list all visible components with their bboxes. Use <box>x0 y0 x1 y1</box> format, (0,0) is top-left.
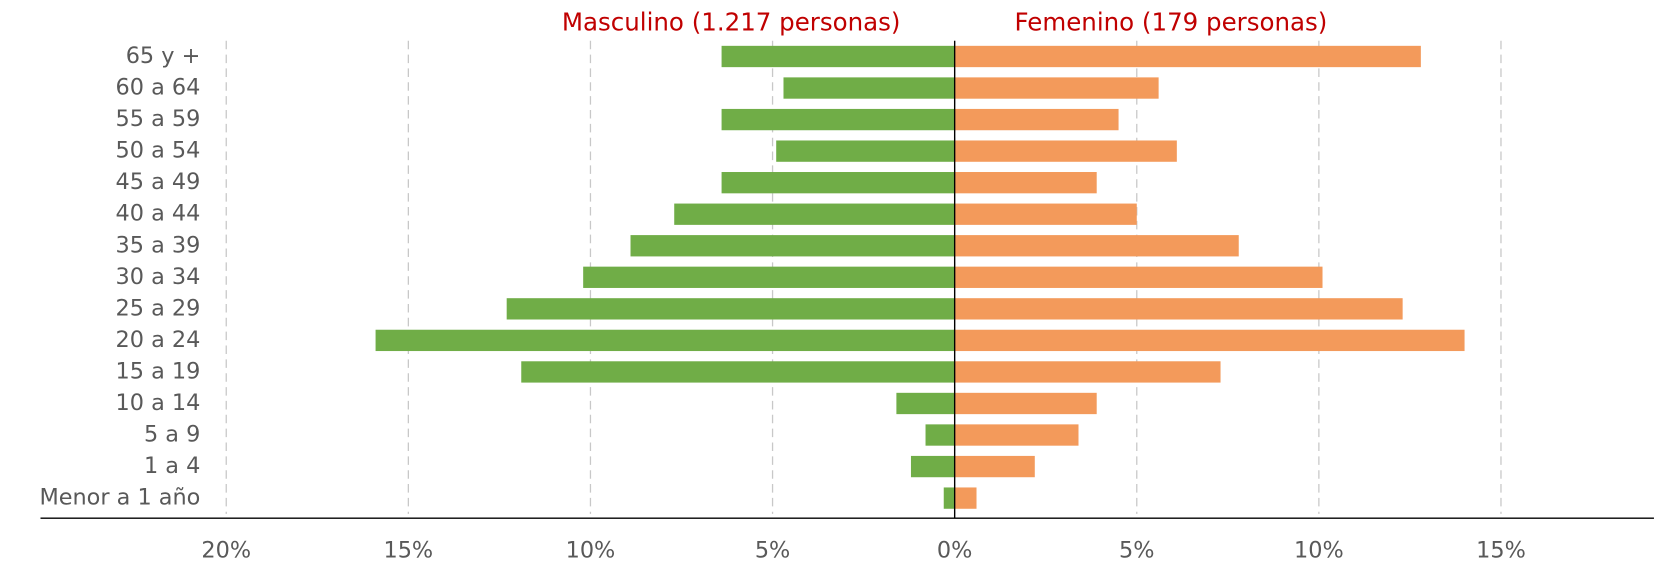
bar <box>521 361 955 383</box>
x-tick-label: 0% <box>937 538 972 561</box>
bar <box>954 172 1097 194</box>
bar <box>583 266 955 288</box>
y-tick-label: 25 a 29 <box>116 295 201 321</box>
bar <box>954 203 1137 225</box>
bar <box>896 392 955 415</box>
y-tick-label: 5 a 9 <box>144 422 200 448</box>
y-tick-label: 30 a 34 <box>116 264 201 290</box>
y-tick-label: 1 a 4 <box>144 453 200 479</box>
y-tick-label: 40 a 44 <box>116 201 201 227</box>
y-tick-label: 50 a 54 <box>116 138 201 164</box>
bar <box>910 455 955 478</box>
x-tick-label: 10% <box>1294 538 1344 561</box>
bar <box>630 235 955 257</box>
x-tick-label: 20% <box>201 538 251 561</box>
bar <box>954 45 1421 68</box>
bar <box>721 172 955 194</box>
bar <box>954 361 1221 383</box>
bar <box>954 235 1239 257</box>
bar <box>954 298 1403 320</box>
y-tick-label: 35 a 39 <box>116 232 201 258</box>
y-tick-label: 45 a 49 <box>116 169 201 195</box>
bar <box>721 45 955 68</box>
y-tick-label: Menor a 1 año <box>39 485 200 511</box>
bar <box>375 329 955 352</box>
bar <box>943 487 955 509</box>
bar <box>954 392 1097 415</box>
bar <box>721 108 955 131</box>
series-title: Femenino (179 personas) <box>1015 8 1328 37</box>
bar <box>674 203 955 225</box>
bar <box>954 329 1465 352</box>
bar <box>954 424 1079 446</box>
series-title: Masculino (1.217 personas) <box>562 8 901 37</box>
x-tick-label: 10% <box>566 538 616 561</box>
y-tick-label: 60 a 64 <box>116 75 201 101</box>
bar <box>954 455 1035 478</box>
bar <box>925 424 955 446</box>
y-tick-label: 55 a 59 <box>116 106 201 132</box>
bar <box>783 77 955 99</box>
bar <box>954 266 1323 288</box>
bar <box>506 298 955 320</box>
y-tick-label: 15 a 19 <box>116 358 201 384</box>
bar <box>776 140 955 162</box>
x-tick-label: 15% <box>383 538 433 561</box>
y-tick-label: 10 a 14 <box>116 390 201 416</box>
bar <box>954 77 1159 99</box>
y-tick-label: 20 a 24 <box>116 327 201 353</box>
x-tick-label: 5% <box>1119 538 1154 561</box>
x-tick-label: 15% <box>1476 538 1526 561</box>
bar <box>954 108 1119 131</box>
bar <box>954 487 977 509</box>
y-tick-label: 65 y + <box>126 43 201 69</box>
bar <box>954 140 1177 162</box>
x-tick-label: 5% <box>755 538 790 561</box>
